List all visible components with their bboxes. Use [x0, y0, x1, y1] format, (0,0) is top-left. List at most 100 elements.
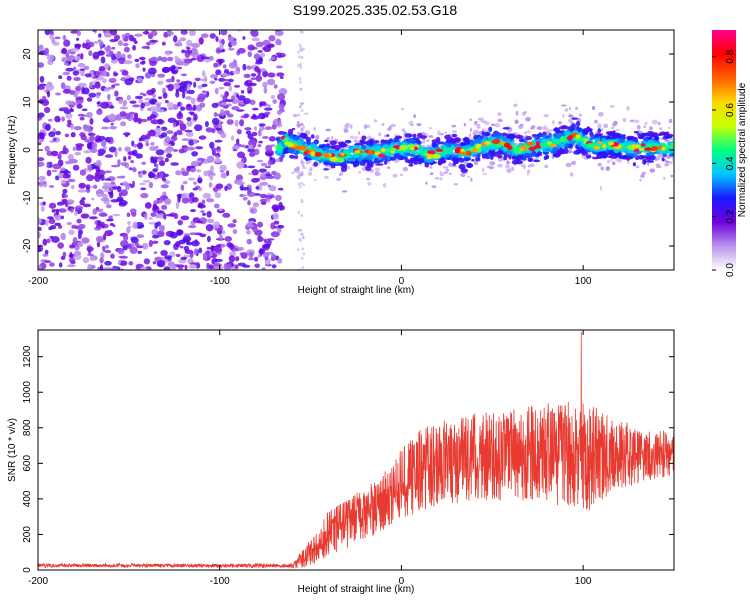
spectrogram-cell — [46, 216, 54, 220]
spectrogram-cell — [264, 126, 273, 130]
spectrogram-cell — [109, 30, 118, 36]
spectrogram-cell — [262, 81, 268, 88]
spectrogram-y-tick-label: -20 — [22, 238, 33, 253]
spectrogram-cell — [483, 136, 488, 142]
spectrogram-cell — [86, 246, 94, 252]
spectrogram-cell — [426, 139, 430, 142]
spectrogram-cell — [79, 116, 85, 121]
spectrogram-cell — [243, 98, 251, 105]
spectrogram-cell — [245, 145, 249, 149]
spectrogram-cell — [200, 33, 209, 38]
spectrogram-cell — [267, 198, 271, 203]
spectrogram-cell — [67, 178, 76, 183]
spectrogram-y-tick-label: 20 — [22, 48, 33, 60]
spectrogram-cell — [60, 232, 66, 241]
spectrogram-cell — [76, 225, 84, 230]
spectrogram-cell — [506, 161, 511, 164]
spectrogram-cell — [250, 115, 260, 120]
spectrogram-cell — [470, 177, 473, 182]
spectrogram-cell — [210, 165, 215, 171]
spectrogram-cell — [254, 256, 259, 262]
spectrogram-cell — [122, 103, 127, 107]
spectrogram-cell — [42, 238, 48, 246]
spectrogram-cell — [179, 37, 187, 42]
spectrogram-cell — [442, 166, 449, 169]
spectrogram-cell — [543, 127, 549, 131]
spectrogram-cell — [38, 231, 41, 239]
spectrogram-cell — [463, 157, 471, 162]
spectrogram-cell — [179, 123, 187, 131]
spectrogram-cell — [547, 129, 554, 132]
spectrogram-cell — [62, 35, 67, 41]
spectrogram-cell — [44, 47, 50, 55]
spectrogram-cell — [38, 157, 45, 162]
spectrogram-cell — [96, 220, 102, 227]
spectrogram-cell — [143, 258, 151, 265]
spectrogram-cell — [230, 40, 238, 47]
spectrogram-cell — [188, 139, 195, 146]
spectrogram-cell — [633, 130, 639, 134]
spectrogram-cell — [196, 220, 203, 224]
spectrogram-cell — [276, 152, 282, 156]
spectrogram-cell — [127, 221, 131, 225]
spectrogram-cell — [55, 208, 60, 216]
spectrogram-cell — [258, 140, 263, 144]
spectrogram-cell — [104, 46, 112, 52]
spectrogram-cell — [302, 125, 306, 129]
spectrogram-cell — [48, 218, 56, 225]
spectrogram-cell — [54, 214, 62, 221]
spectrogram-cell — [410, 124, 414, 127]
spectrogram-cell — [221, 230, 226, 235]
spectrogram-cell — [586, 143, 596, 148]
spectrogram-cell — [410, 139, 416, 143]
spectrogram-cell — [151, 240, 159, 244]
spectrogram-cell — [119, 260, 128, 266]
spectrogram-cell — [113, 71, 117, 77]
spectrogram-cell — [219, 164, 227, 172]
spectrogram-cell — [54, 222, 62, 226]
spectrogram-cell — [232, 70, 240, 75]
spectrogram-cell — [237, 246, 245, 251]
spectrogram-cell — [122, 245, 128, 251]
spectrogram-cell — [460, 172, 466, 178]
spectrogram-cell — [297, 145, 307, 151]
spectrogram-cell — [598, 111, 604, 117]
spectrogram-cell — [124, 183, 131, 191]
spectrogram-cell — [144, 202, 152, 209]
spectrogram-cell — [120, 189, 128, 197]
spectrogram-cell — [480, 120, 487, 123]
spectrogram-cell — [215, 113, 222, 117]
spectrogram-cell — [469, 118, 472, 121]
spectrogram-cell — [163, 266, 171, 270]
spectrogram-cell — [189, 232, 198, 236]
spectrogram-cell — [70, 207, 74, 213]
spectrogram-cell — [380, 147, 386, 153]
spectrogram-cell — [140, 187, 147, 191]
spectrogram-cell — [86, 97, 93, 102]
spectrogram-cell — [482, 172, 487, 176]
spectrogram-cell — [61, 173, 71, 179]
spectrogram-cell — [192, 104, 197, 111]
spectrogram-cell — [647, 162, 650, 166]
spectrogram-cell — [670, 174, 674, 178]
spectrogram-cell — [276, 65, 283, 69]
spectrogram-cell — [211, 102, 219, 108]
spectrogram-cell — [99, 264, 104, 270]
spectrogram-cell — [331, 136, 334, 141]
spectrogram-cell — [488, 166, 495, 170]
spectrogram-cell — [619, 138, 625, 144]
spectrogram-cell — [418, 157, 425, 163]
spectrogram-cell — [276, 72, 285, 77]
snr-frame — [37, 329, 675, 571]
spectrogram-cell — [569, 172, 574, 177]
spectrogram-cell — [386, 166, 391, 169]
spectrogram-cell — [365, 165, 372, 172]
spectrogram-cell — [454, 137, 461, 143]
spectrogram-cell — [164, 255, 172, 260]
spectrogram-cell — [296, 174, 301, 180]
spectrogram-cell — [104, 32, 112, 38]
spectrogram-cell — [55, 175, 60, 181]
spectrogram-y-label: Frequency (Hz) — [7, 116, 18, 185]
spectrogram-cell — [109, 267, 118, 270]
spectrogram-cell — [511, 159, 520, 165]
